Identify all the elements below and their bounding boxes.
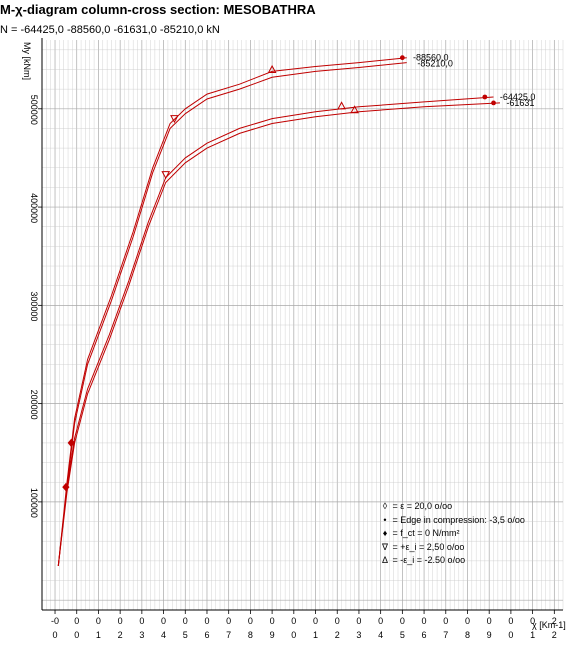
- x-tick-label: 6: [422, 630, 427, 640]
- x-tick-label: 0: [270, 616, 275, 626]
- series-line: [57, 62, 407, 566]
- legend-item: ♦ = f_ct = 0 N/mm²: [380, 527, 525, 541]
- x-tick-label: 6: [204, 630, 209, 640]
- x-tick-label: 7: [226, 630, 231, 640]
- dot-marker: [482, 94, 488, 100]
- legend-item: Δ = -ε_i = -2.50 o/oo: [380, 554, 525, 568]
- x-tick-label: 0: [508, 616, 513, 626]
- y-tick-label: 100000: [29, 488, 39, 518]
- x-tick-label: 0: [508, 630, 513, 640]
- x-tick-label: 9: [270, 630, 275, 640]
- x-tick-label: 0: [378, 616, 383, 626]
- dot-marker: [399, 55, 405, 61]
- legend-text: = Edge in compression: -3,5 o/oo: [392, 514, 525, 525]
- curve-label: -88560,0: [413, 53, 449, 63]
- legend: ◊ = ε = 20,0 o/oo • = Edge in compressio…: [380, 500, 525, 568]
- curve-label: -85210,0: [417, 59, 453, 69]
- markers-group: [62, 55, 496, 492]
- legend-text: = ε = 20,0 o/oo: [392, 501, 453, 511]
- x-tick-label: 0: [53, 630, 58, 640]
- x-tick-label: 2: [335, 630, 340, 640]
- x-tick-label: 0: [487, 616, 492, 626]
- x-tick-label: 0: [400, 616, 405, 626]
- y-axis-label: My [kNm]: [22, 42, 32, 80]
- x-tick-label: 0: [74, 616, 79, 626]
- x-tick-label: 3: [356, 630, 361, 640]
- axes: -0 0 0 0 0 1 0 2 0 3 0 4 0 5 0 6 0 7 0 8 0 9 0 0 0 1 0 2 0 3 0 4 0 5 0 6 0 7 0…: [29, 38, 563, 640]
- filled-diamond-icon: ♦: [382, 528, 388, 538]
- diamond-marker: [62, 482, 70, 492]
- x-tick-label: 1: [313, 630, 318, 640]
- legend-text: = +ε_i = 2,50 o/oo: [392, 541, 465, 552]
- diamond-marker: [67, 438, 75, 448]
- curve-labels-group: -88560,0-85210,0 -64425,0-61631: [413, 53, 535, 108]
- x-tick-label: 0: [356, 616, 361, 626]
- x-tick-label: 1: [530, 630, 535, 640]
- x-tick-label: 0: [335, 616, 340, 626]
- x-tick-label: 0: [96, 616, 101, 626]
- series-line: [57, 57, 407, 566]
- x-tick-label: 0: [248, 616, 253, 626]
- legend-text: = f_ct = 0 N/mm²: [392, 528, 460, 538]
- x-tick-label: 3: [139, 630, 144, 640]
- x-tick-label: 0: [291, 616, 296, 626]
- x-tick-label: 2: [552, 616, 557, 626]
- delta-marker: [350, 105, 359, 114]
- x-tick-label: 4: [161, 630, 166, 640]
- x-tick-label: 0: [530, 616, 535, 626]
- x-tick-label: 0: [313, 616, 318, 626]
- series-line: [57, 102, 501, 566]
- x-tick-label: 0: [291, 630, 296, 640]
- legend-item: ◊ = ε = 20,0 o/oo: [380, 500, 525, 514]
- x-tick-label: 2: [118, 630, 123, 640]
- x-tick-label: 7: [443, 630, 448, 640]
- x-tick-label: 0: [161, 616, 166, 626]
- x-tick-label: 0: [422, 616, 427, 626]
- x-axis-label: χ [Km-1]: [532, 620, 566, 630]
- y-tick-label: 400000: [29, 193, 39, 223]
- delta-marker: [337, 101, 346, 110]
- x-tick-label: 4: [378, 630, 383, 640]
- x-tick-label: 0: [465, 616, 470, 626]
- x-tick-label: 8: [248, 630, 253, 640]
- nabla-marker: [161, 171, 171, 180]
- curve-label: -61631: [506, 98, 534, 108]
- grid: [41, 40, 564, 610]
- y-tick-label: 300000: [29, 291, 39, 321]
- series-line: [57, 96, 494, 566]
- chart-title: M-χ-diagram column-cross section: MESOBA…: [0, 2, 316, 17]
- series-group: [57, 57, 501, 566]
- delta-marker: [267, 64, 277, 73]
- x-tick-label: 0: [183, 616, 188, 626]
- delta-icon: Δ: [381, 555, 388, 565]
- y-tick-label: 500000: [29, 95, 39, 125]
- legend-text: = -ε_i = -2.50 o/oo: [392, 555, 466, 565]
- x-tick-label: 9: [487, 630, 492, 640]
- x-tick-label: 0: [74, 630, 79, 640]
- diamond-icon: ◊: [382, 501, 388, 511]
- x-tick-label: 0: [118, 616, 123, 626]
- legend-item: • = Edge in compression: -3,5 o/oo: [380, 514, 525, 528]
- legend-item: ∇ = +ε_i = 2,50 o/oo: [380, 541, 525, 555]
- x-tick-label: 0: [204, 616, 209, 626]
- x-tick-label: 1: [96, 630, 101, 640]
- x-tick-label: 2: [552, 630, 557, 640]
- nabla-marker: [170, 115, 179, 124]
- nabla-icon: ∇: [381, 541, 389, 552]
- dot-icon: •: [383, 514, 387, 525]
- x-tick-label: 0: [139, 616, 144, 626]
- x-tick-label: 0: [443, 616, 448, 626]
- y-tick-label: 200000: [29, 390, 39, 420]
- x-tick-label: 5: [400, 630, 405, 640]
- x-tick-label: 5: [183, 630, 188, 640]
- curve-label: -64425,0: [500, 92, 536, 102]
- x-tick-label: 0: [226, 616, 231, 626]
- x-tick-label: -0: [51, 616, 59, 626]
- x-tick-label: 8: [465, 630, 470, 640]
- dot-marker: [491, 100, 496, 106]
- chart-subtitle: N = -64425,0 -88560,0 -61631,0 -85210,0 …: [0, 24, 220, 36]
